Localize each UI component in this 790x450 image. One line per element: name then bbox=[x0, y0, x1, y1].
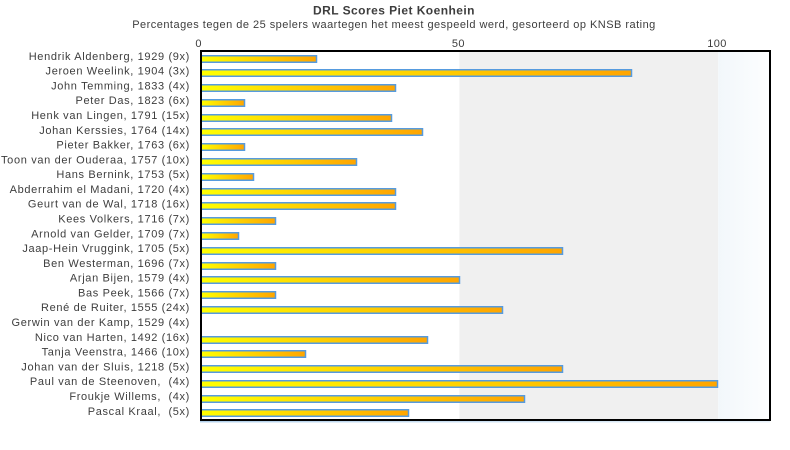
svg-text:Johan van der Sluis, 1218 (5x): Johan van der Sluis, 1218 (5x) bbox=[21, 361, 190, 373]
svg-text:Froukje Willems, (4x): Froukje Willems, (4x) bbox=[69, 391, 190, 403]
svg-text:Ben Westerman, 1696 (7x): Ben Westerman, 1696 (7x) bbox=[43, 258, 190, 270]
svg-text:Pascal Kraal, (5x): Pascal Kraal, (5x) bbox=[88, 406, 190, 418]
svg-text:100: 100 bbox=[707, 38, 727, 50]
svg-text:Abderrahim el Madani, 1720 (4x: Abderrahim el Madani, 1720 (4x) bbox=[10, 184, 190, 196]
svg-text:Toon van der Ouderaa, 1757 (10: Toon van der Ouderaa, 1757 (10x) bbox=[1, 154, 190, 166]
svg-text:Gerwin van der Kamp, 1529 (4x): Gerwin van der Kamp, 1529 (4x) bbox=[12, 317, 190, 329]
svg-text:0: 0 bbox=[195, 38, 202, 50]
svg-text:DRL Scores Piet Koenhein: DRL Scores Piet Koenhein bbox=[313, 4, 475, 18]
svg-text:Tanja Veenstra, 1466 (10x): Tanja Veenstra, 1466 (10x) bbox=[42, 347, 190, 359]
svg-text:Henk van Lingen, 1791 (15x): Henk van Lingen, 1791 (15x) bbox=[31, 110, 190, 122]
svg-text:Pieter Bakker, 1763 (6x): Pieter Bakker, 1763 (6x) bbox=[56, 140, 190, 152]
svg-text:50: 50 bbox=[452, 38, 465, 50]
svg-text:Geurt van de Wal, 1718 (16x): Geurt van de Wal, 1718 (16x) bbox=[28, 199, 190, 211]
svg-text:Bas Peek, 1566 (7x): Bas Peek, 1566 (7x) bbox=[78, 287, 190, 299]
svg-text:Percentages tegen de 25 speler: Percentages tegen de 25 spelers waartege… bbox=[132, 19, 656, 31]
svg-text:Arjan Bijen, 1579 (4x): Arjan Bijen, 1579 (4x) bbox=[70, 273, 190, 285]
svg-text:Johan Kerssies, 1764 (14x): Johan Kerssies, 1764 (14x) bbox=[39, 125, 190, 137]
svg-text:Peter Das, 1823 (6x): Peter Das, 1823 (6x) bbox=[76, 95, 191, 107]
svg-text:Arnold van Gelder, 1709 (7x): Arnold van Gelder, 1709 (7x) bbox=[31, 228, 190, 240]
svg-text:John Temming, 1833 (4x): John Temming, 1833 (4x) bbox=[51, 80, 190, 92]
svg-text:René de Ruiter, 1555 (24x): René de Ruiter, 1555 (24x) bbox=[41, 302, 190, 314]
svg-text:Kees Volkers, 1716 (7x): Kees Volkers, 1716 (7x) bbox=[58, 213, 190, 225]
svg-text:Hendrik Aldenberg, 1929 (9x): Hendrik Aldenberg, 1929 (9x) bbox=[29, 51, 190, 63]
svg-text:Jaap-Hein Vruggink, 1705 (5x): Jaap-Hein Vruggink, 1705 (5x) bbox=[22, 243, 190, 255]
svg-text:Nico van Harten, 1492 (16x): Nico van Harten, 1492 (16x) bbox=[35, 332, 190, 344]
svg-text:Paul van de Steenoven, (4x): Paul van de Steenoven, (4x) bbox=[30, 376, 190, 388]
svg-text:Hans Bernink, 1753 (5x): Hans Bernink, 1753 (5x) bbox=[56, 169, 190, 181]
svg-text:Jeroen Weelink, 1904 (3x): Jeroen Weelink, 1904 (3x) bbox=[46, 66, 190, 78]
